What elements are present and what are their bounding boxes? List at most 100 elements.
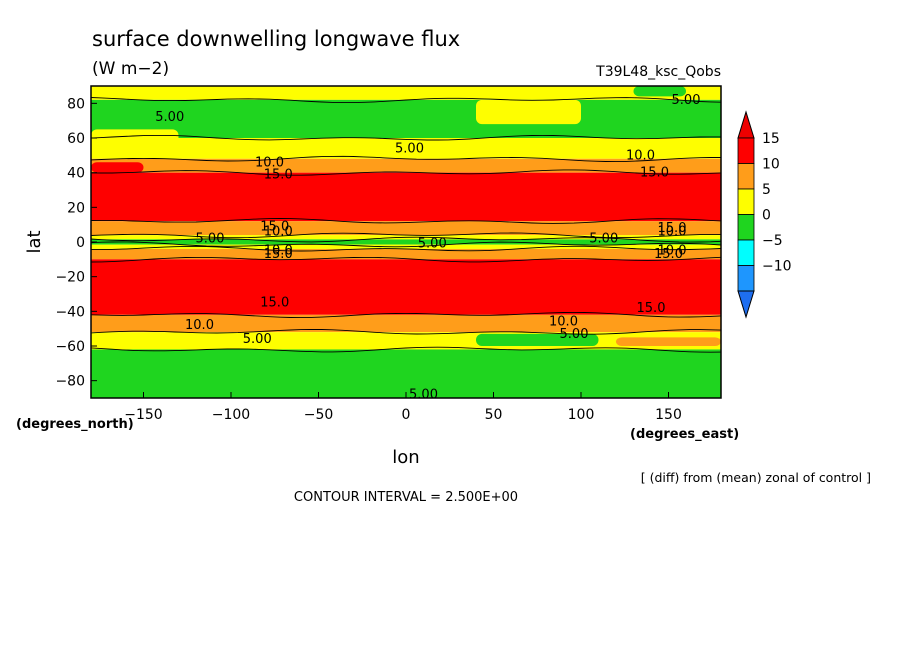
contour-label-2: 5.00 — [672, 93, 701, 108]
colorbar-label: 15 — [762, 131, 780, 147]
contour-line-9 — [90, 256, 722, 263]
y-tick-label: 40 — [67, 166, 85, 182]
run-label: T39L48_ksc_Qobs — [595, 64, 721, 80]
chart-title: surface downwelling longwave flux — [92, 27, 460, 51]
colorbar-label: 10 — [762, 157, 780, 173]
colorbar-segment — [737, 137, 755, 164]
patch-2 — [633, 86, 686, 97]
y-axis-label: lat — [24, 230, 45, 253]
contour-label-11: 5.00 — [196, 232, 225, 247]
plot-area — [91, 86, 721, 398]
band-1 — [91, 99, 721, 138]
colorbar-label: 0 — [762, 208, 771, 224]
contour-label-19: 15.0 — [637, 301, 666, 316]
band-4 — [91, 172, 721, 222]
patch-3 — [91, 162, 144, 173]
colorbar-label: −10 — [762, 259, 792, 275]
contour-label-12: 5.00 — [418, 237, 447, 252]
contour-line-4 — [90, 218, 722, 224]
patch-5 — [616, 337, 721, 346]
contour-label-3: 10.0 — [255, 155, 284, 170]
contour-line-11 — [90, 329, 722, 335]
contour-line-12 — [90, 346, 722, 353]
contour-interval: CONTOUR INTERVAL = 2.500E+00 — [294, 490, 518, 505]
x-tick-label: 0 — [402, 407, 411, 423]
x-axis-ticks: −150 −100 −50 0 50 100 150 — [124, 392, 682, 423]
y-tick-label: −20 — [55, 270, 85, 286]
contour-label-20: 10.0 — [185, 318, 214, 333]
band-0 — [91, 86, 721, 100]
contour-line-6 — [90, 236, 722, 243]
y-axis-ticks: 80 60 40 20 0 −20 −40 −60 −80 — [55, 96, 97, 390]
band-2 — [91, 138, 721, 159]
contour-label-10: 10.0 — [658, 225, 687, 240]
y-tick-label: −40 — [55, 304, 85, 320]
contour-line-5 — [90, 232, 721, 239]
x-axis-units: (degrees_east) — [630, 427, 739, 442]
contour-label-1: 5.00 — [395, 141, 424, 156]
patch-4 — [476, 333, 599, 346]
comparison-note: [ (diff) from (mean) zonal of control ] — [641, 470, 871, 485]
contour-label-14: 10.0 — [264, 244, 293, 259]
colorbar-segment — [737, 214, 755, 241]
contour-label-6: 15.0 — [640, 166, 669, 181]
y-tick-label: 0 — [76, 235, 85, 251]
band-11 — [91, 314, 721, 333]
x-tick-label: −50 — [304, 407, 334, 423]
contour-label-15: 10.0 — [658, 244, 687, 259]
colorbar: 15 10 5 0 −5 −10 — [737, 110, 792, 319]
contour-label-16: 15.0 — [264, 247, 293, 262]
contour-line-1 — [90, 134, 721, 141]
band-3 — [91, 158, 721, 173]
patch-0 — [91, 129, 179, 147]
colorbar-bottom-arrow — [737, 290, 755, 319]
contour-label-9: 10.0 — [264, 225, 293, 240]
contour-line-0 — [90, 97, 722, 104]
colorbar-label: −5 — [762, 233, 783, 249]
band-13 — [91, 349, 721, 398]
contour-lines — [90, 97, 722, 353]
chart-units: (W m−2) — [92, 59, 169, 79]
contour-label-17: 15.0 — [654, 247, 683, 262]
patch-1 — [476, 99, 581, 125]
contour-label-23: 5.00 — [560, 327, 589, 342]
contour-label-8: 15.0 — [658, 221, 687, 236]
colorbar-label: 5 — [762, 182, 771, 198]
contour-label-18: 15.0 — [260, 296, 289, 311]
contour-line-2 — [90, 155, 721, 163]
colorbar-segment — [737, 188, 755, 215]
contour-line-10 — [90, 311, 722, 319]
band-7 — [91, 239, 721, 245]
y-tick-label: 60 — [67, 131, 85, 147]
colorbar-segment — [737, 239, 755, 266]
y-tick-label: −60 — [55, 339, 85, 355]
y-tick-label: 20 — [67, 200, 85, 216]
colorbar-segment — [737, 163, 755, 190]
colorbar-segment — [737, 265, 755, 292]
x-tick-label: 50 — [485, 407, 503, 423]
contour-label-4: 10.0 — [626, 148, 655, 163]
y-tick-label: 80 — [67, 96, 85, 112]
contour-label-21: 10.0 — [549, 315, 578, 330]
colorbar-top-arrow — [737, 110, 755, 139]
contour-line-7 — [90, 241, 722, 248]
contour-line-3 — [90, 169, 722, 176]
y-axis-units: (degrees_north) — [16, 417, 134, 432]
x-tick-label: 150 — [655, 407, 682, 423]
x-tick-label: −150 — [124, 407, 162, 423]
x-tick-label: 100 — [568, 407, 595, 423]
band-5 — [91, 221, 721, 236]
band-10 — [91, 259, 721, 315]
contour-line-8 — [91, 245, 722, 252]
contour-label-0: 5.00 — [155, 110, 184, 125]
contour-label-7: 15.0 — [260, 219, 289, 234]
contour-label-22: 5.00 — [243, 332, 272, 347]
band-9 — [91, 248, 721, 260]
contour-label-13: 5.00 — [589, 232, 618, 247]
contour-label-24: 5.00 — [409, 388, 438, 403]
contour-label-5: 15.0 — [264, 167, 293, 182]
x-axis-label: lon — [392, 447, 419, 468]
y-tick-label: −80 — [55, 374, 85, 390]
